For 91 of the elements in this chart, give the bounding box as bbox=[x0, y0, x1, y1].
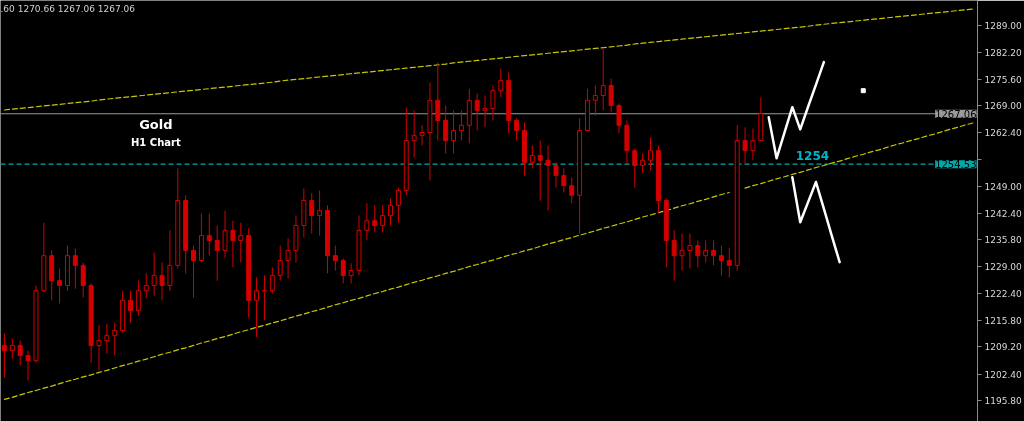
candlestick bbox=[388, 198, 393, 226]
annotation: .60 1270.66 1267.06 1267.06 bbox=[0, 3, 136, 14]
candlestick bbox=[482, 94, 488, 128]
candlestick bbox=[112, 321, 118, 356]
candlestick bbox=[128, 290, 133, 323]
candlestick bbox=[648, 136, 653, 171]
candlestick bbox=[632, 148, 638, 189]
y-tick-label: 1262.40 bbox=[984, 128, 1022, 139]
candlestick bbox=[104, 323, 110, 354]
candlestick bbox=[159, 262, 165, 301]
candlestick bbox=[592, 84, 598, 117]
candlestick bbox=[545, 144, 551, 212]
candlestick bbox=[372, 204, 378, 233]
candlestick bbox=[238, 222, 244, 264]
candlestick bbox=[411, 109, 417, 158]
y-tick-label: 1269.00 bbox=[984, 101, 1022, 112]
y-tick-label: 1235.80 bbox=[984, 235, 1022, 246]
candlestick bbox=[561, 167, 567, 193]
candlestick bbox=[711, 239, 717, 266]
candlestick bbox=[214, 224, 220, 282]
candlestick bbox=[72, 247, 78, 290]
candlestick bbox=[309, 192, 315, 235]
candlestick bbox=[608, 78, 614, 113]
candlestick bbox=[529, 144, 535, 169]
candlestick bbox=[718, 245, 724, 276]
candlestick bbox=[340, 257, 346, 284]
candlestick bbox=[254, 276, 260, 338]
candlestick bbox=[17, 340, 23, 367]
y-tick-label: 1275.60 bbox=[984, 74, 1022, 85]
candlestick bbox=[474, 92, 480, 131]
annotation: 1254 bbox=[795, 149, 830, 164]
candlestick bbox=[490, 84, 496, 121]
candlestick bbox=[435, 61, 441, 142]
y-tick-label: 1282.20 bbox=[984, 48, 1022, 59]
candlestick bbox=[458, 109, 464, 142]
candlestick bbox=[317, 189, 323, 237]
candlestick bbox=[167, 229, 173, 292]
candlestick bbox=[332, 245, 338, 272]
y-tick-label: 1249.00 bbox=[984, 181, 1022, 192]
candlestick bbox=[9, 338, 15, 360]
y-tick-label: 1222.40 bbox=[984, 289, 1022, 300]
line-series bbox=[791, 175, 841, 264]
candlestick bbox=[96, 324, 102, 371]
candlestick bbox=[230, 220, 236, 268]
candlestick bbox=[285, 237, 291, 280]
candlestick bbox=[687, 233, 693, 270]
text: H1 Chart bbox=[130, 137, 181, 149]
candlestick bbox=[57, 268, 63, 305]
candlestick bbox=[640, 152, 646, 175]
candlestick bbox=[616, 103, 622, 134]
ref-line-label: 1267.06 bbox=[935, 108, 977, 120]
candlestick bbox=[703, 239, 709, 264]
candlestick bbox=[671, 229, 677, 282]
candlestick bbox=[569, 177, 575, 204]
y-tick-label: 1195.80 bbox=[984, 396, 1022, 407]
candlestick bbox=[191, 245, 197, 299]
candlestick bbox=[364, 202, 370, 241]
candlestick bbox=[80, 262, 86, 299]
candlestick bbox=[537, 140, 543, 202]
ref-line-label: 1254.53 bbox=[935, 159, 977, 171]
candlestick bbox=[348, 262, 354, 284]
candlestick bbox=[443, 105, 449, 154]
candlestick bbox=[277, 245, 283, 282]
y-tick-label: 1202.40 bbox=[984, 369, 1022, 380]
candlestick bbox=[750, 127, 756, 161]
text: Gold bbox=[139, 117, 173, 133]
candlestick bbox=[726, 247, 732, 278]
y-tick-label: 1242.40 bbox=[984, 208, 1022, 219]
candlestick bbox=[553, 161, 559, 189]
y-tick-label: 1215.80 bbox=[984, 315, 1022, 326]
candlestick bbox=[742, 126, 748, 165]
candlestick bbox=[395, 187, 401, 224]
candlestick bbox=[679, 233, 685, 272]
candlestick bbox=[222, 210, 228, 259]
candlestick bbox=[600, 47, 606, 111]
candlestick bbox=[143, 272, 149, 299]
candlestick bbox=[151, 251, 157, 297]
candlestick bbox=[498, 68, 504, 98]
y-tick-label: 1289.00 bbox=[984, 20, 1022, 31]
y-tick-label: 1209.20 bbox=[984, 342, 1022, 353]
candlestick bbox=[206, 212, 212, 257]
candlestick bbox=[1, 332, 7, 379]
candlestick bbox=[514, 117, 520, 142]
candlestick bbox=[695, 239, 701, 268]
candlestick bbox=[25, 350, 31, 381]
candlestick bbox=[380, 204, 386, 233]
candlestick bbox=[419, 124, 425, 146]
candlestick bbox=[135, 280, 141, 317]
candlestick bbox=[269, 266, 275, 295]
y-tick-label: 1229.00 bbox=[984, 262, 1022, 273]
candlestick bbox=[451, 109, 457, 154]
